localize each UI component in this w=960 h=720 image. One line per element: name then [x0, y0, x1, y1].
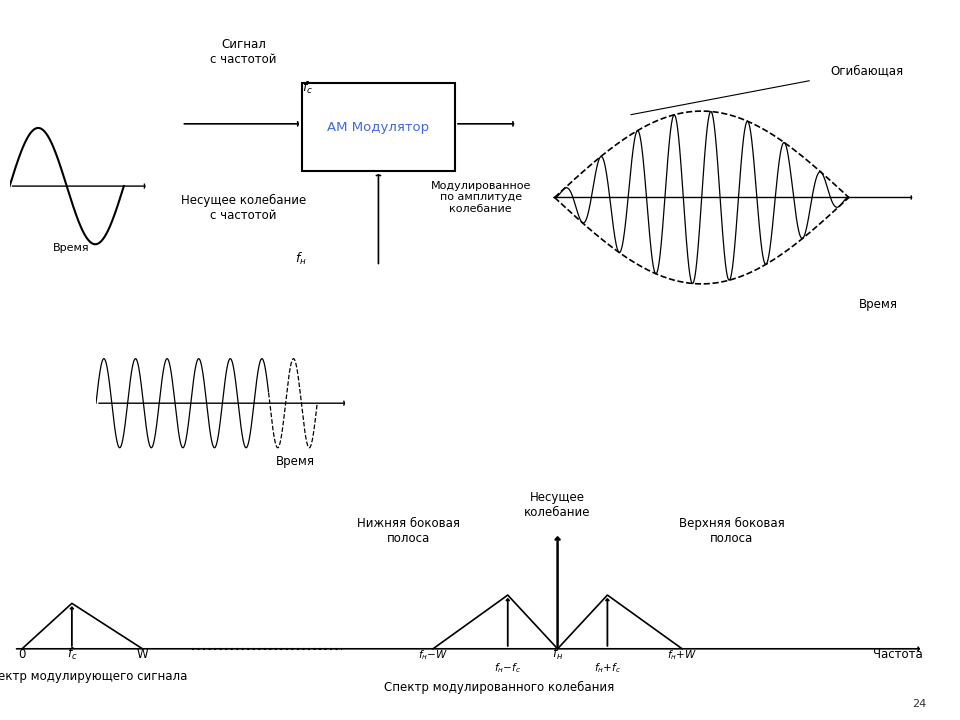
Text: $f_c$: $f_c$ [301, 79, 313, 96]
Text: 0: 0 [18, 648, 26, 661]
Text: Частота: Частота [873, 648, 923, 661]
Text: Время: Время [859, 297, 898, 310]
Text: Сигнал
с частотой: Сигнал с частотой [210, 38, 276, 66]
Text: Время: Время [54, 243, 90, 253]
Text: Спектр модулированного колебания: Спектр модулированного колебания [384, 681, 614, 694]
Text: Спектр модулирующего сигнала: Спектр модулирующего сигнала [0, 670, 187, 683]
Text: $f_н{+}f_c$: $f_н{+}f_c$ [594, 662, 621, 675]
Text: $f_н$: $f_н$ [552, 646, 564, 662]
Text: W: W [136, 648, 148, 661]
Text: Верхняя боковая
полоса: Верхняя боковая полоса [679, 518, 785, 546]
Text: Огибающая: Огибающая [830, 64, 903, 77]
Text: $f_c$: $f_c$ [66, 646, 77, 662]
Text: Несущее колебание
с частотой: Несущее колебание с частотой [180, 194, 306, 222]
Text: 24: 24 [912, 699, 926, 709]
Text: $f_н$: $f_н$ [295, 251, 306, 266]
Text: Нижняя боковая
полоса: Нижняя боковая полоса [356, 518, 460, 546]
FancyBboxPatch shape [301, 83, 455, 171]
Text: Время: Время [276, 454, 315, 467]
Text: $f_н{-}f_c$: $f_н{-}f_c$ [494, 662, 521, 675]
Text: $f_н{+}W$: $f_н{+}W$ [667, 648, 697, 662]
Text: АМ Модулятор: АМ Модулятор [327, 120, 429, 133]
Text: $f_н{-}W$: $f_н{-}W$ [418, 648, 448, 662]
Text: Модулированное
по амплитуде
колебание: Модулированное по амплитуде колебание [430, 181, 531, 214]
Text: Несущее
колебание: Несущее колебание [524, 490, 590, 518]
